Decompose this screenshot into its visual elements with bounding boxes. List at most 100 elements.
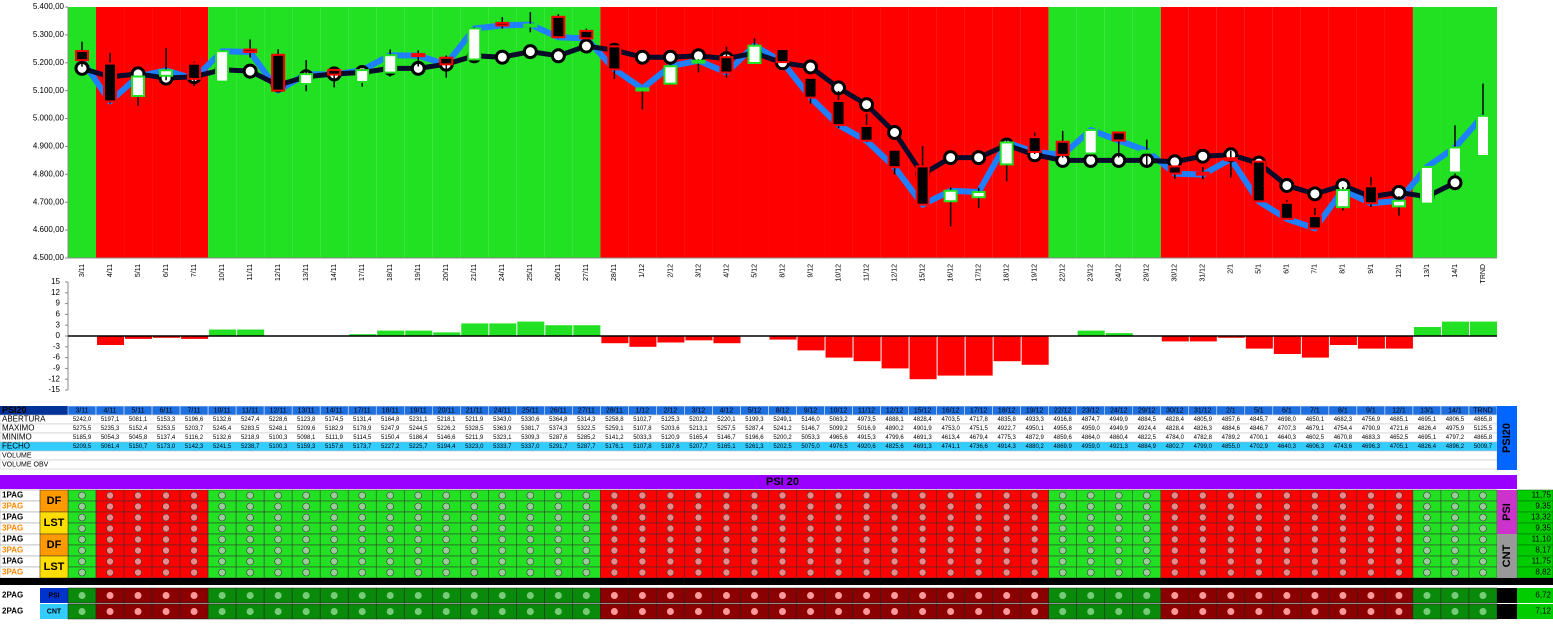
signal-light (1311, 491, 1319, 500)
signal-light (1423, 592, 1431, 599)
signal-light (498, 592, 506, 599)
average-point (550, 48, 566, 64)
signal-light (330, 502, 338, 511)
table-cell: 5033,3 (633, 435, 652, 441)
signal-light (1170, 546, 1179, 555)
signal-light (414, 524, 423, 533)
candle-body (831, 99, 846, 127)
signal-light (414, 546, 423, 555)
signal-light (582, 608, 590, 615)
signal-light (1283, 535, 1291, 544)
signal-light (190, 535, 198, 544)
signal-light (246, 502, 254, 511)
signal-light (1479, 546, 1487, 555)
signal-light (1031, 592, 1039, 599)
x-tick-label: 20/11 (443, 264, 450, 281)
signal-light (162, 568, 170, 577)
signal-light (1451, 524, 1459, 533)
table-cell: 5063,2 (829, 417, 848, 423)
table-cell: 5137,4 (157, 435, 176, 441)
signal-light (1003, 608, 1011, 615)
signal-light (218, 557, 226, 566)
column-bg (908, 7, 937, 258)
histogram-bar (545, 325, 573, 336)
table-cell: 4721,6 (1390, 426, 1409, 432)
table-cell: 4860,4 (1110, 435, 1129, 441)
table-cell: 4880,2 (1025, 444, 1044, 450)
signal-light (638, 608, 646, 615)
signal-light (78, 502, 86, 511)
table-header-label: 14/1 (1448, 407, 1462, 414)
column-bg (180, 7, 209, 258)
signal-light (974, 568, 983, 577)
signal-light (442, 568, 451, 577)
signal-light (1198, 568, 1207, 577)
histogram-bar (825, 336, 853, 358)
signal-light (78, 568, 86, 577)
signal-light (106, 491, 114, 500)
histogram-bar (1357, 336, 1385, 349)
candle-body (943, 189, 958, 203)
average-point (494, 49, 510, 65)
table-cell: 5165,4 (689, 435, 708, 441)
signal-light (246, 557, 254, 566)
signal-light (106, 546, 114, 555)
signal-light (190, 502, 198, 511)
table-cell: 4805,9 (1194, 417, 1213, 423)
signal-light (638, 592, 646, 599)
signal-light (722, 502, 731, 511)
table-cell: 5248,1 (269, 426, 288, 432)
row-label-bg (0, 604, 40, 619)
signal-light (946, 524, 955, 533)
signal-light (1311, 502, 1319, 511)
signal-light (1227, 546, 1235, 555)
histogram-bar (1301, 336, 1329, 358)
table-cell: 5309,3 (521, 435, 540, 441)
histogram-bar (657, 336, 685, 343)
signal-light (414, 608, 422, 615)
row-value: 6,72 (1535, 591, 1551, 600)
signal-light (1227, 608, 1235, 615)
table-header-label: 9/1 (1366, 407, 1376, 414)
x-tick-label: 17/11 (359, 264, 366, 281)
table-cell: 5120,9 (661, 435, 680, 441)
table-cell: 4707,3 (1278, 426, 1297, 432)
signal-light (722, 608, 730, 615)
candle-body (607, 45, 622, 71)
signal-light (470, 524, 479, 533)
row-label: 1PAG (2, 535, 23, 544)
signal-light (1170, 502, 1179, 511)
signal-light (694, 546, 703, 555)
signal-light (666, 502, 675, 511)
column-bg (1160, 7, 1189, 258)
column-bg (796, 7, 825, 258)
table-cell: 4802,7 (1166, 444, 1185, 450)
table-cell: 5244,5 (409, 426, 428, 432)
tag: CNT (1500, 608, 1515, 615)
signal-light (806, 535, 815, 544)
signal-light (386, 568, 395, 577)
signal-light (1227, 535, 1235, 544)
signal-light (806, 568, 815, 577)
table-cell: 4924,4 (1138, 426, 1157, 432)
signal-light (582, 557, 591, 566)
candle-body (1083, 128, 1098, 155)
signal-light (1367, 535, 1375, 544)
table-cell: 4865,8 (1474, 435, 1493, 441)
signal-light (778, 491, 787, 500)
signal-light (834, 568, 843, 577)
signal-light (302, 557, 310, 566)
signal-light (666, 535, 675, 544)
average-point (859, 97, 875, 113)
signal-light (1227, 513, 1235, 522)
signal-light (862, 557, 871, 566)
badge: LST (44, 561, 65, 573)
histogram-bar (937, 336, 965, 376)
signal-light (1311, 608, 1319, 615)
table-cell: 5257,5 (717, 426, 736, 432)
column-bg (348, 7, 377, 258)
signal-light (1451, 546, 1459, 555)
row-value: 11,75 (1532, 557, 1552, 566)
signal-light (1367, 592, 1375, 599)
table-header-label: 9/12 (804, 407, 818, 414)
